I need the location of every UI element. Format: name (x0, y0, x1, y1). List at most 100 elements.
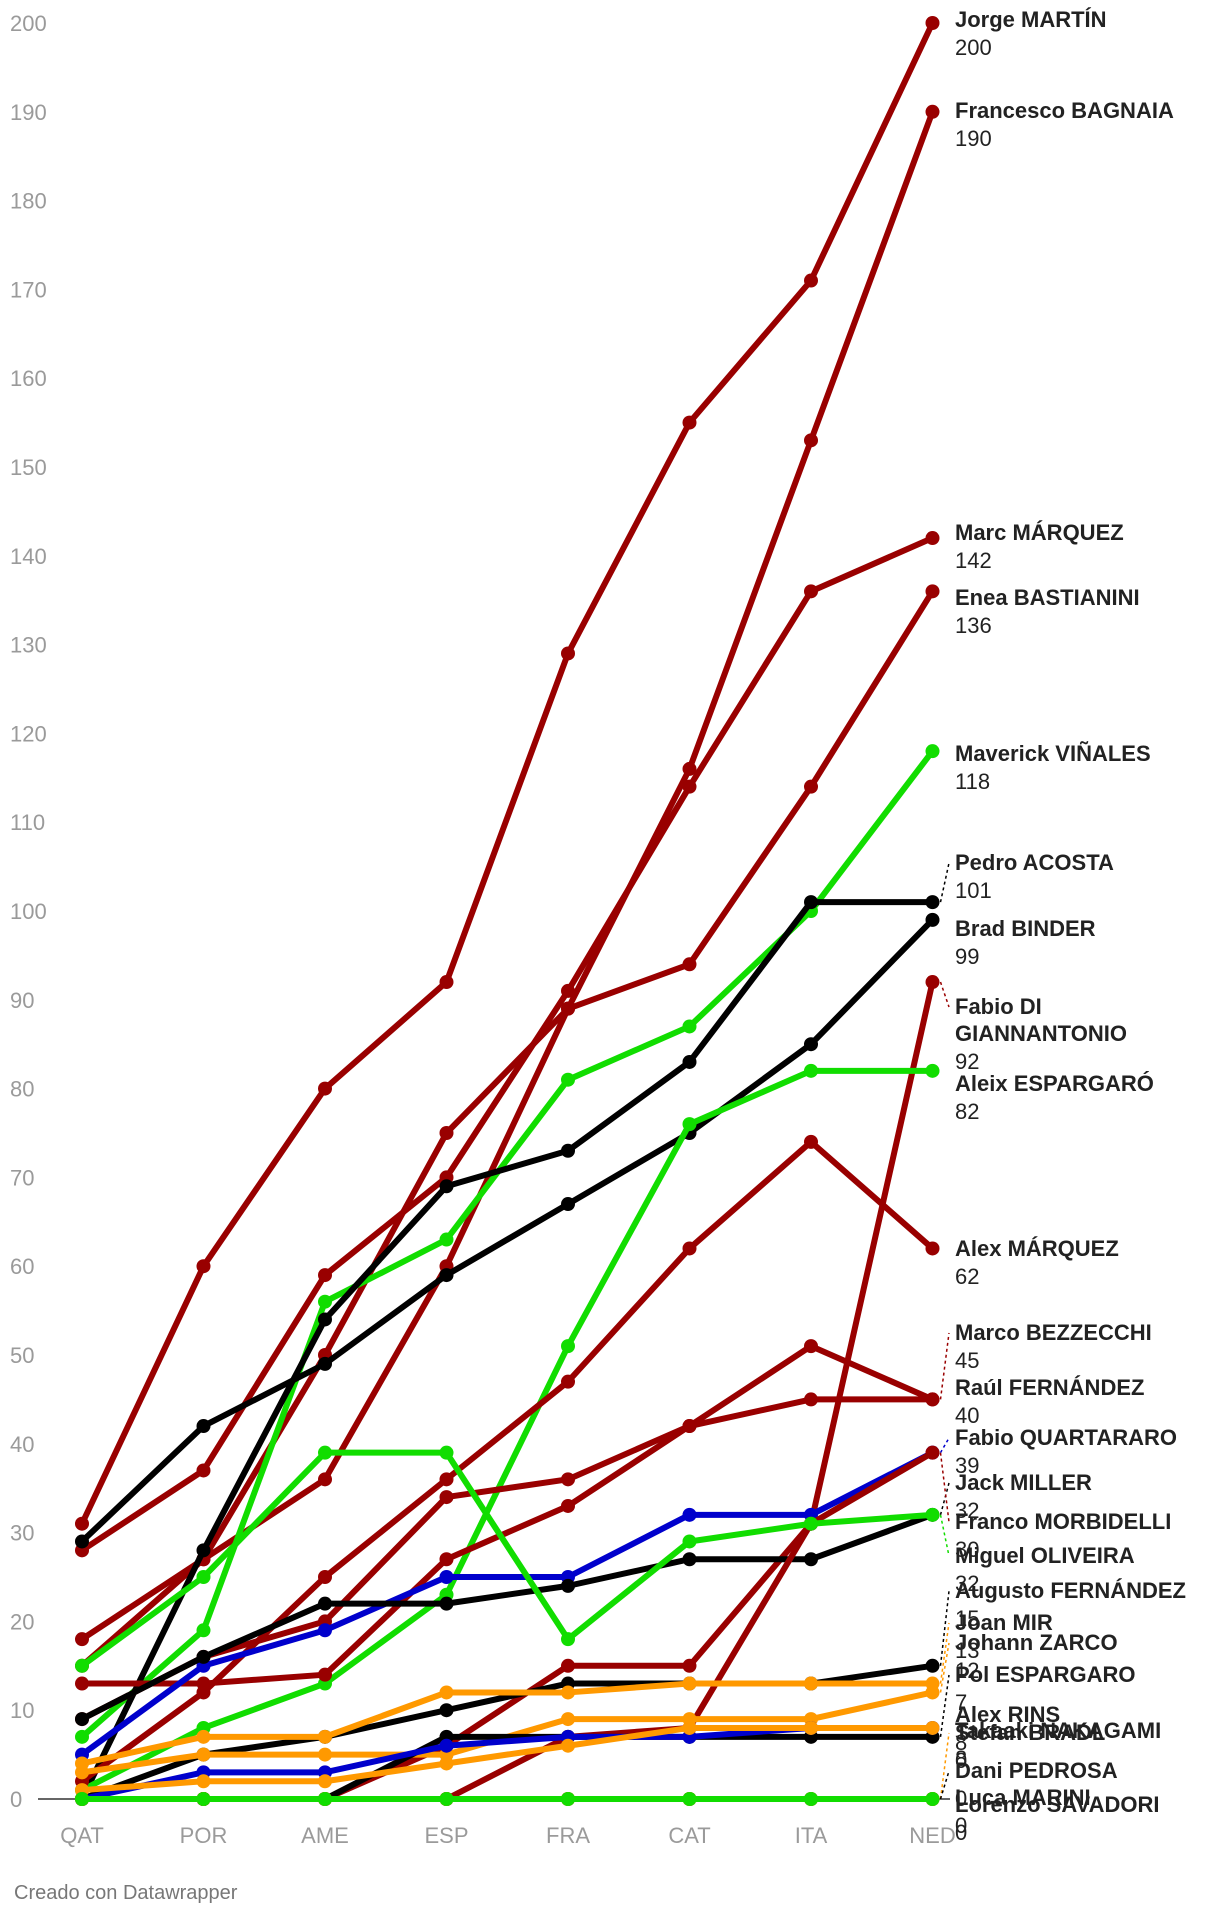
series-name-label: Lorenzo SAVADORI (955, 1792, 1160, 1817)
leader-line (939, 862, 950, 903)
data-point (439, 1596, 454, 1611)
end-label-enea-bastianini: Enea BASTIANINI 136 (955, 585, 1140, 638)
data-point (196, 1649, 211, 1664)
series-value-label: 62 (955, 1264, 979, 1289)
series-value-label: 0 (955, 1786, 967, 1811)
leader-line (939, 1770, 950, 1800)
data-point (439, 1738, 454, 1753)
data-point (196, 1570, 211, 1584)
data-point (75, 1658, 89, 1673)
y-axis: 0 10 20 30 40 50 60 70 80 90 100 110 120 130 140 150 160… (10, 11, 47, 1812)
series-value-label: 0 (955, 1748, 967, 1773)
data-point (561, 1685, 575, 1700)
series-value-label: 32 (955, 1571, 979, 1596)
series-value-label: 45 (955, 1348, 979, 1373)
series-name-label: Fabio QUARTARARO (955, 1425, 1177, 1450)
series-name-label: Miguel OLIVEIRA (955, 1543, 1135, 1568)
series-value-label: 99 (955, 944, 979, 969)
y-tick-label: 40 (10, 1432, 34, 1457)
series-value-label: 39 (955, 1453, 979, 1478)
y-tick-label: 160 (10, 366, 47, 391)
leader-line (939, 1732, 950, 1800)
data-point (196, 1676, 211, 1691)
series-name-label: Augusto FERNÁNDEZ (955, 1578, 1186, 1603)
data-point (804, 1676, 818, 1691)
x-tick-label: ESP (424, 1823, 468, 1848)
end-label-maverick-vinales: Maverick VIÑALES 118 (955, 741, 1151, 794)
series-miguel-oliveira (75, 1445, 940, 1673)
series-value-label: 12 (955, 1658, 979, 1683)
data-point (925, 1685, 940, 1700)
data-point (925, 1507, 940, 1522)
data-point (439, 1685, 454, 1700)
data-point (561, 1792, 575, 1806)
data-point (318, 1570, 332, 1584)
series-name-label: Marc MÁRQUEZ (955, 520, 1124, 545)
data-point (925, 1241, 940, 1256)
data-point (75, 1729, 89, 1744)
end-label-franco-morbidelli: Franco MORBIDELLI 30 (955, 1509, 1171, 1562)
series-value-label: 0 (955, 1820, 967, 1845)
series-line (79, 1396, 936, 1687)
end-label-fabio-quartararo: Fabio QUARTARARO 39 (955, 1425, 1177, 1478)
series-name-label: Francesco BAGNAIA (955, 98, 1174, 123)
end-label-dani-pedrosa: Dani PEDROSA 0 (955, 1758, 1118, 1811)
series-value-label: 118 (955, 769, 990, 794)
data-point (561, 1339, 575, 1354)
data-point (439, 1472, 454, 1487)
series-line (79, 1067, 936, 1794)
series-value-label: 30 (955, 1537, 979, 1562)
data-point (925, 531, 940, 546)
data-point (561, 1738, 575, 1753)
data-point (925, 744, 940, 759)
data-point (804, 779, 818, 794)
series-value-label: 8 (955, 1746, 967, 1771)
label-leader-lines (939, 862, 950, 1800)
data-point (196, 1543, 211, 1558)
y-tick-label: 90 (10, 988, 34, 1013)
series-line (79, 1449, 936, 1758)
y-tick-label: 80 (10, 1077, 34, 1102)
y-tick-label: 200 (10, 11, 47, 36)
series-value-label: 0 (955, 1813, 967, 1838)
data-point (925, 975, 940, 990)
series-value-label: 8 (955, 1730, 967, 1755)
data-point (804, 1339, 818, 1354)
y-tick-label: 100 (10, 899, 47, 924)
data-point (75, 1792, 89, 1806)
end-label-alex-marquez: Alex MÁRQUEZ 62 (955, 1236, 1119, 1289)
data-point (561, 1072, 575, 1087)
series-value-label: 142 (955, 548, 992, 573)
data-point (196, 1463, 211, 1478)
data-point (439, 1703, 454, 1718)
end-label-marco-bezzecchi: Marco BEZZECCHI 45 (955, 1320, 1152, 1373)
leader-line (939, 1332, 950, 1400)
data-point (804, 1720, 818, 1735)
data-point (804, 1792, 818, 1806)
series-name-label: Raúl FERNÁNDEZ (955, 1375, 1144, 1400)
y-tick-label: 0 (10, 1787, 22, 1812)
series-marc-marquez (75, 531, 940, 1558)
series-name-label: Enea BASTIANINI (955, 585, 1140, 610)
y-tick-label: 70 (10, 1165, 34, 1190)
data-point (682, 1552, 697, 1567)
y-tick-label: 30 (10, 1521, 34, 1546)
series-value-label: 92 (955, 1049, 979, 1074)
data-point (439, 1445, 454, 1460)
series-name-label: Pedro ACOSTA (955, 850, 1114, 875)
series-value-label: 82 (955, 1099, 979, 1124)
data-point (804, 1063, 818, 1078)
y-tick-label: 130 (10, 633, 47, 658)
series-line (79, 20, 936, 1527)
series-francesco-bagnaia (75, 104, 940, 1673)
series-name-label: Alex RINS (955, 1702, 1060, 1727)
x-tick-label: QAT (60, 1823, 104, 1848)
series-line (79, 1449, 936, 1802)
data-point (682, 1241, 697, 1256)
series-name-label: Marco BEZZECCHI (955, 1320, 1152, 1345)
data-point (318, 1792, 332, 1806)
data-point (804, 1516, 818, 1531)
data-point (439, 1179, 454, 1194)
